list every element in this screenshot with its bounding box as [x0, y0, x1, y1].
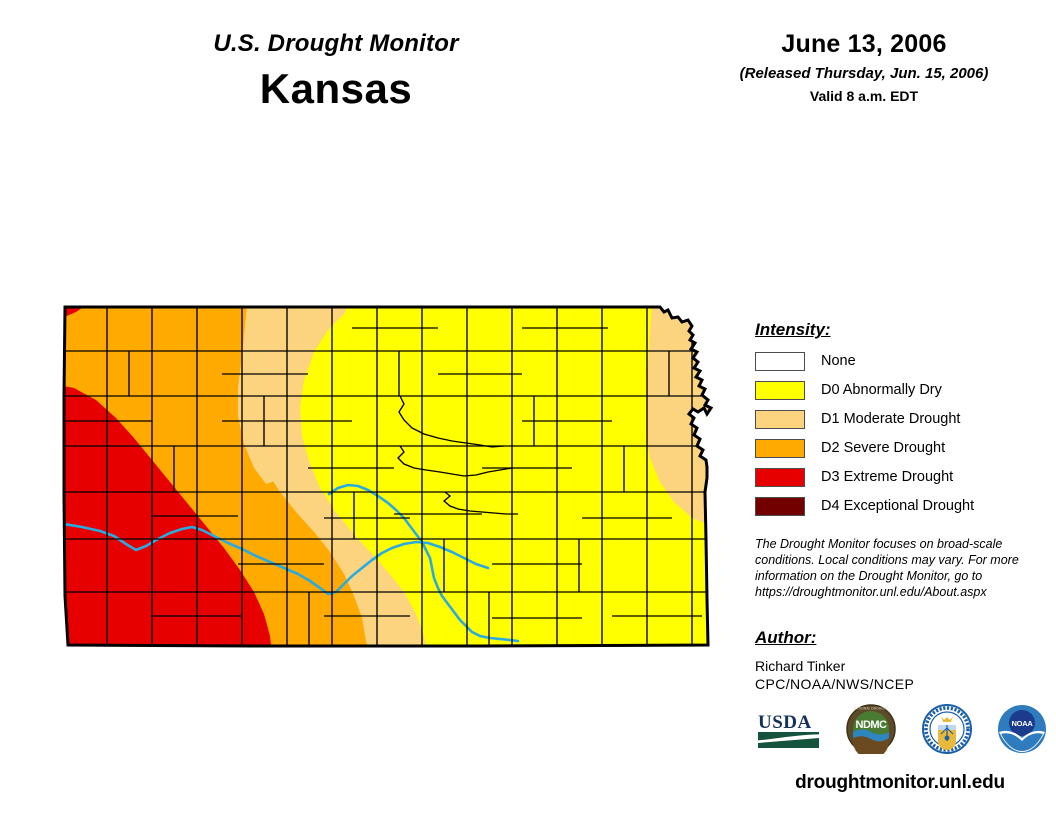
svg-text:NDMC: NDMC	[856, 719, 888, 731]
legend-label-d4: D4 Exceptional Drought	[821, 498, 975, 514]
legend-item-d1[interactable]: D1 Moderate Drought	[755, 407, 1045, 431]
swatch-d4	[755, 496, 805, 516]
legend-label-d0: D0 Abnormally Dry	[821, 382, 942, 398]
county-boundaries	[64, 307, 708, 646]
usdc-seal-logo[interactable]	[921, 703, 972, 759]
swatch-none	[755, 351, 805, 371]
legend-item-none[interactable]: None	[755, 349, 1045, 373]
legend-label-none: None	[821, 353, 856, 369]
region-d1-central-wedge	[238, 307, 300, 484]
river-layer	[64, 483, 520, 643]
svg-text:NATIONAL DROUGHT: NATIONAL DROUGHT	[854, 706, 889, 710]
usda-logo[interactable]: USDA	[757, 708, 821, 755]
legend-label-d3: D3 Extreme Drought	[821, 469, 954, 485]
legend-item-d4[interactable]: D4 Exceptional Drought	[755, 494, 1045, 518]
partner-logos: USDA NATIONAL DROUGHT MITIGATION CENTER …	[757, 702, 1047, 760]
swatch-d1	[755, 409, 805, 429]
valid-time: Valid 8 a.m. EDT	[809, 88, 919, 104]
author-block: Author: Richard Tinker CPC/NOAA/NWS/NCEP	[755, 628, 1035, 692]
kansas-state-outline	[62, 305, 714, 648]
state-title: Kansas	[259, 65, 413, 112]
author-organization: CPC/NOAA/NWS/NCEP	[755, 676, 915, 692]
disclaimer-text: The Drought Monitor focuses on broad-sca…	[755, 537, 1019, 599]
legend-item-d0[interactable]: D0 Abnormally Dry	[755, 378, 1045, 402]
page-title: U.S. Drought Monitor	[213, 30, 459, 57]
arkansas-river	[64, 522, 490, 596]
kansas-drought-map[interactable]	[52, 296, 732, 661]
footer-url[interactable]: droughtmonitor.unl.edu	[795, 772, 1005, 793]
author-name: Richard Tinker	[755, 658, 846, 674]
legend-item-d3[interactable]: D3 Extreme Drought	[755, 465, 1045, 489]
legend-title: Intensity:	[755, 320, 831, 339]
svg-text:NOAA: NOAA	[1012, 719, 1034, 728]
swatch-d3	[755, 467, 805, 487]
kansas-river	[327, 483, 520, 643]
author-heading: Author:	[755, 628, 817, 647]
swatch-d0	[755, 380, 805, 400]
released-date: (Released Thursday, Jun. 15, 2006)	[739, 65, 989, 82]
ndmc-logo[interactable]: NATIONAL DROUGHT MITIGATION CENTER NDMC	[846, 703, 897, 759]
legend-label-d1: D1 Moderate Drought	[821, 411, 961, 427]
region-d3-northwest-corner	[64, 307, 94, 322]
swatch-d2	[755, 438, 805, 458]
legend-label-d2: D2 Severe Drought	[821, 440, 946, 456]
svg-text:USDA: USDA	[758, 712, 812, 733]
legend-item-d2[interactable]: D2 Severe Drought	[755, 436, 1045, 460]
valid-date: June 13, 2006	[781, 30, 947, 58]
intensity-legend: Intensity: None D0 Abnormally Dry D1 Mod…	[755, 320, 1045, 523]
date-block: June 13, 2006 (Released Thursday, Jun. 1…	[672, 30, 1056, 104]
noaa-logo[interactable]: NOAA	[997, 704, 1047, 759]
